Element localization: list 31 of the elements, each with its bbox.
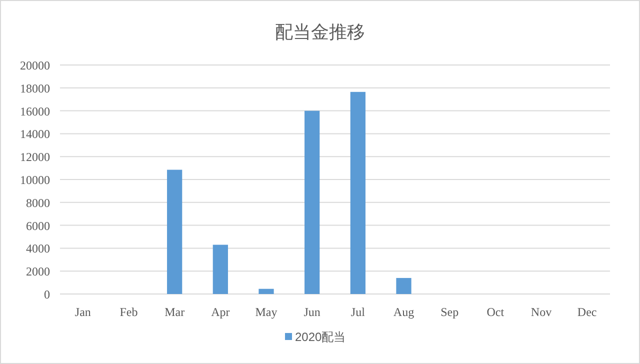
- y-tick-label: 6000: [26, 218, 50, 233]
- x-tick-label: Jul: [350, 305, 366, 319]
- y-tick-label: 0: [44, 288, 50, 302]
- x-tick-label: May: [255, 305, 278, 319]
- y-tick-label: 14000: [20, 127, 50, 142]
- y-tick-label: 20000: [20, 58, 50, 72]
- bar: [396, 278, 412, 294]
- y-tick-label: 8000: [26, 196, 50, 210]
- legend-label: 2020配当: [295, 330, 346, 344]
- y-tick-label: 10000: [20, 173, 50, 187]
- x-tick-label: Oct: [486, 305, 505, 319]
- x-tick-label: Mar: [164, 305, 185, 319]
- y-tick-label: 2000: [26, 264, 50, 279]
- bar: [258, 288, 274, 294]
- x-tick-label: Sep: [440, 305, 459, 319]
- x-tick-label: Jun: [304, 305, 320, 319]
- y-tick-label: 12000: [20, 150, 50, 164]
- x-tick-label: Aug: [393, 305, 414, 319]
- x-tick-label: Apr: [211, 305, 230, 319]
- x-tick-label: Nov: [530, 305, 552, 319]
- y-tick-label: 16000: [20, 104, 50, 118]
- y-tick-label: 18000: [20, 81, 50, 96]
- x-tick-label: Jan: [74, 305, 91, 319]
- x-tick-label: Dec: [577, 305, 597, 319]
- bar: [304, 110, 320, 294]
- bar: [212, 244, 228, 294]
- chart-title: 配当金推移: [275, 22, 365, 42]
- bar: [350, 92, 366, 294]
- x-tick-label: Feb: [120, 305, 138, 319]
- y-tick-label: 4000: [26, 242, 50, 256]
- bar: [167, 170, 182, 294]
